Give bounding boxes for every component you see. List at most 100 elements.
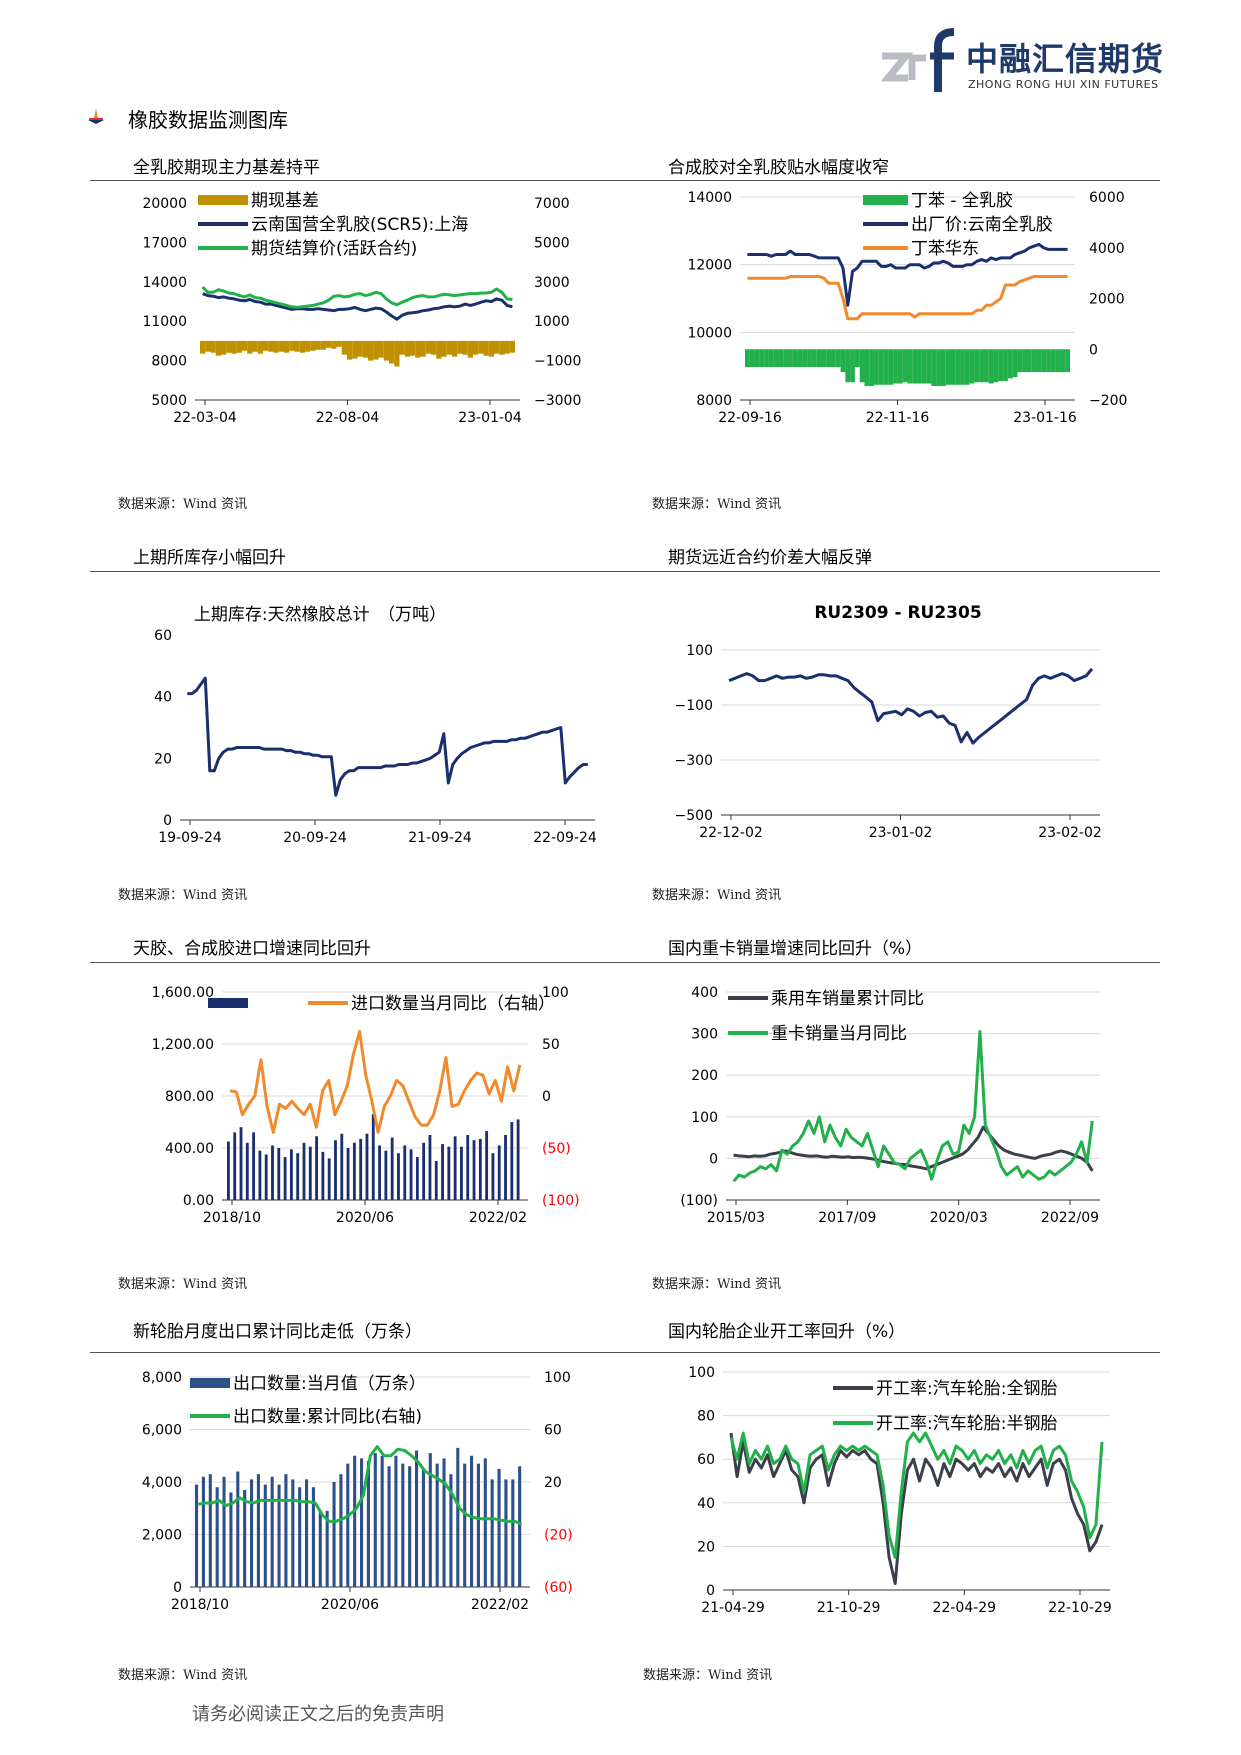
legend-label: 进口数量当月同比（右轴） — [351, 994, 555, 1014]
bar-0 — [420, 340, 426, 357]
bar-0 — [888, 349, 894, 385]
bar-0 — [518, 1466, 522, 1587]
legend-swatch — [190, 1378, 230, 1388]
bar-0 — [497, 1145, 501, 1200]
bar-0 — [326, 340, 332, 348]
bar-0 — [921, 349, 927, 384]
bar-0 — [268, 340, 274, 352]
bar-0 — [298, 1487, 302, 1587]
legend-label: 出厂价:云南全乳胶 — [911, 215, 1053, 235]
row-divider-1 — [90, 180, 1160, 181]
bar-0 — [931, 349, 937, 387]
bar-0 — [362, 340, 368, 358]
panel-title-3: 上期所库存小幅回升 — [133, 548, 286, 568]
y-right-tick-label: −3000 — [534, 393, 581, 409]
bar-0 — [950, 349, 956, 385]
x-tick-label: 2022/09 — [1041, 1210, 1099, 1226]
bar-0 — [315, 1136, 319, 1200]
bar-0 — [360, 1458, 364, 1587]
bar-0 — [296, 1153, 300, 1200]
bar-0 — [284, 340, 290, 353]
y-tick-label: 100 — [691, 1110, 718, 1126]
bar-0 — [456, 1447, 460, 1587]
bar-0 — [1060, 349, 1066, 373]
bar-0 — [277, 1148, 281, 1200]
x-tick-label: 23-02-02 — [1038, 825, 1102, 841]
bar-0 — [250, 1479, 254, 1587]
bar-0 — [252, 340, 258, 352]
bar-0 — [236, 340, 242, 353]
y-right-tick-label: 100 — [542, 985, 569, 1001]
bar-0 — [271, 1145, 274, 1200]
bar-0 — [221, 340, 227, 355]
bar-0 — [1022, 349, 1027, 373]
bar-0 — [783, 349, 789, 368]
chart-synthetic-discount: 14000 12000 10000 8000 6000 4000 2000 0 −2000 22-… — [687, 190, 1128, 426]
bar-0 — [245, 1142, 249, 1200]
x-tick-label: 21-10-29 — [817, 1600, 881, 1616]
bar-0 — [491, 1153, 495, 1200]
bar-0 — [305, 340, 311, 352]
legend-label: 开工率:汽车轮胎:全钢胎 — [876, 1379, 1057, 1399]
x-tick-label: 23-01-16 — [1013, 410, 1077, 426]
bar-0 — [273, 340, 279, 353]
bar-0 — [371, 1114, 375, 1200]
bar-0 — [373, 1453, 377, 1587]
bar-0 — [490, 1479, 494, 1587]
series-line-1 — [729, 1431, 1104, 1559]
bar-0 — [327, 1158, 331, 1200]
bar-0 — [467, 340, 473, 358]
bar-0 — [449, 1474, 453, 1587]
bar-0 — [252, 1132, 256, 1200]
bar-0 — [359, 1138, 363, 1200]
bar-0 — [878, 349, 884, 385]
y-right-tick-label: 20 — [544, 1475, 562, 1491]
bar-0 — [452, 340, 458, 357]
y-right-tick-label: (60) — [544, 1580, 573, 1596]
bar-0 — [226, 340, 232, 353]
bar-0 — [1065, 349, 1070, 373]
bar-0 — [346, 1463, 350, 1587]
bar-0 — [497, 1468, 501, 1587]
bar-0 — [897, 349, 903, 384]
legend-label: 期货结算价(活跃合约) — [251, 239, 417, 259]
legend-label: 开工率:汽车轮胎:半钢胎 — [876, 1414, 1057, 1434]
y-tick-label: 400.00 — [165, 1141, 214, 1157]
bar-0 — [478, 1138, 482, 1200]
y-right-tick-label: (100) — [542, 1193, 580, 1209]
legend-label: 重卡销量当月同比 — [771, 1024, 907, 1044]
series-line-0 — [728, 667, 1094, 745]
bar-0 — [334, 1140, 337, 1200]
bar-0 — [912, 349, 918, 384]
x-tick-label: 20-09-24 — [283, 830, 347, 846]
bar-0 — [917, 349, 922, 384]
bar-0 — [457, 340, 463, 354]
bar-0 — [435, 1463, 439, 1587]
x-tick-label: 21-04-29 — [701, 1600, 765, 1616]
bar-0 — [802, 349, 808, 368]
bar-0 — [236, 1471, 240, 1587]
bar-0 — [516, 1119, 520, 1200]
y-tick-label: −100 — [675, 698, 713, 714]
series-line-2 — [747, 275, 1068, 321]
bar-0 — [816, 349, 822, 368]
bar-0 — [283, 1157, 287, 1200]
bar-0 — [352, 1142, 356, 1200]
bar-0 — [869, 349, 875, 387]
bar-0 — [205, 340, 211, 352]
y-tick-label: −500 — [675, 808, 713, 824]
bar-0 — [299, 340, 305, 353]
y-tick-label: (100) — [680, 1193, 718, 1209]
bar-0 — [854, 349, 860, 368]
bar-0 — [357, 340, 363, 357]
bar-0 — [397, 1153, 400, 1200]
x-tick-label: 2022/02 — [469, 1210, 527, 1226]
bar-0 — [504, 1479, 508, 1587]
bar-0 — [511, 1479, 515, 1587]
y-tick-label: 20000 — [142, 196, 187, 212]
y-right-tick-label: 2000 — [1089, 292, 1125, 308]
y-right-tick-label: (50) — [542, 1141, 571, 1157]
bar-0 — [821, 349, 827, 368]
y-tick-label: 200 — [691, 1068, 718, 1084]
bar-0 — [850, 349, 855, 383]
